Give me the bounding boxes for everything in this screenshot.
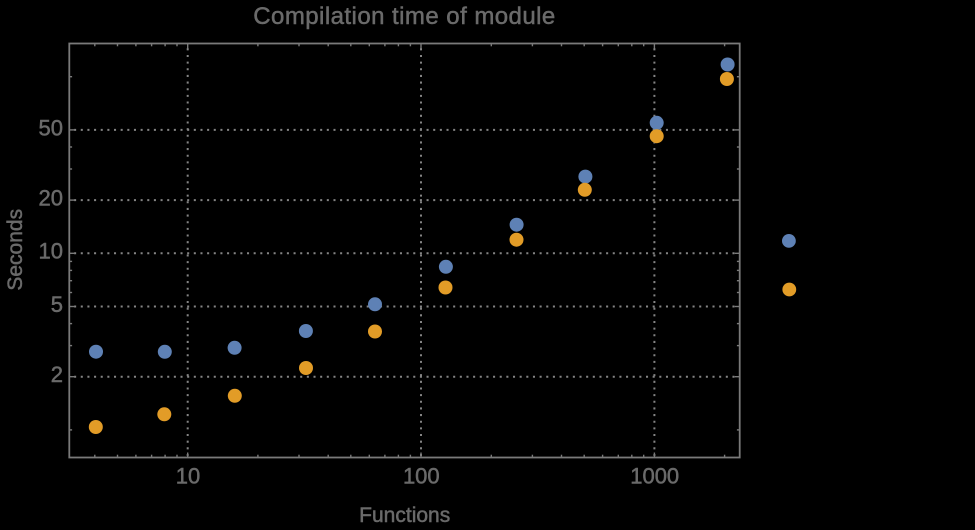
svg-text:5: 5 bbox=[51, 292, 63, 317]
svg-text:100: 100 bbox=[403, 464, 440, 489]
svg-text:Seconds: Seconds bbox=[4, 209, 27, 291]
svg-text:10: 10 bbox=[39, 239, 63, 264]
svg-text:20: 20 bbox=[39, 186, 63, 211]
svg-text:50: 50 bbox=[39, 115, 63, 140]
svg-text:Compilation time of module: Compilation time of module bbox=[253, 3, 556, 30]
svg-text:Functions: Functions bbox=[359, 504, 450, 525]
svg-text:2: 2 bbox=[51, 362, 63, 387]
svg-text:10: 10 bbox=[176, 464, 200, 489]
svg-text:1000: 1000 bbox=[630, 464, 679, 489]
